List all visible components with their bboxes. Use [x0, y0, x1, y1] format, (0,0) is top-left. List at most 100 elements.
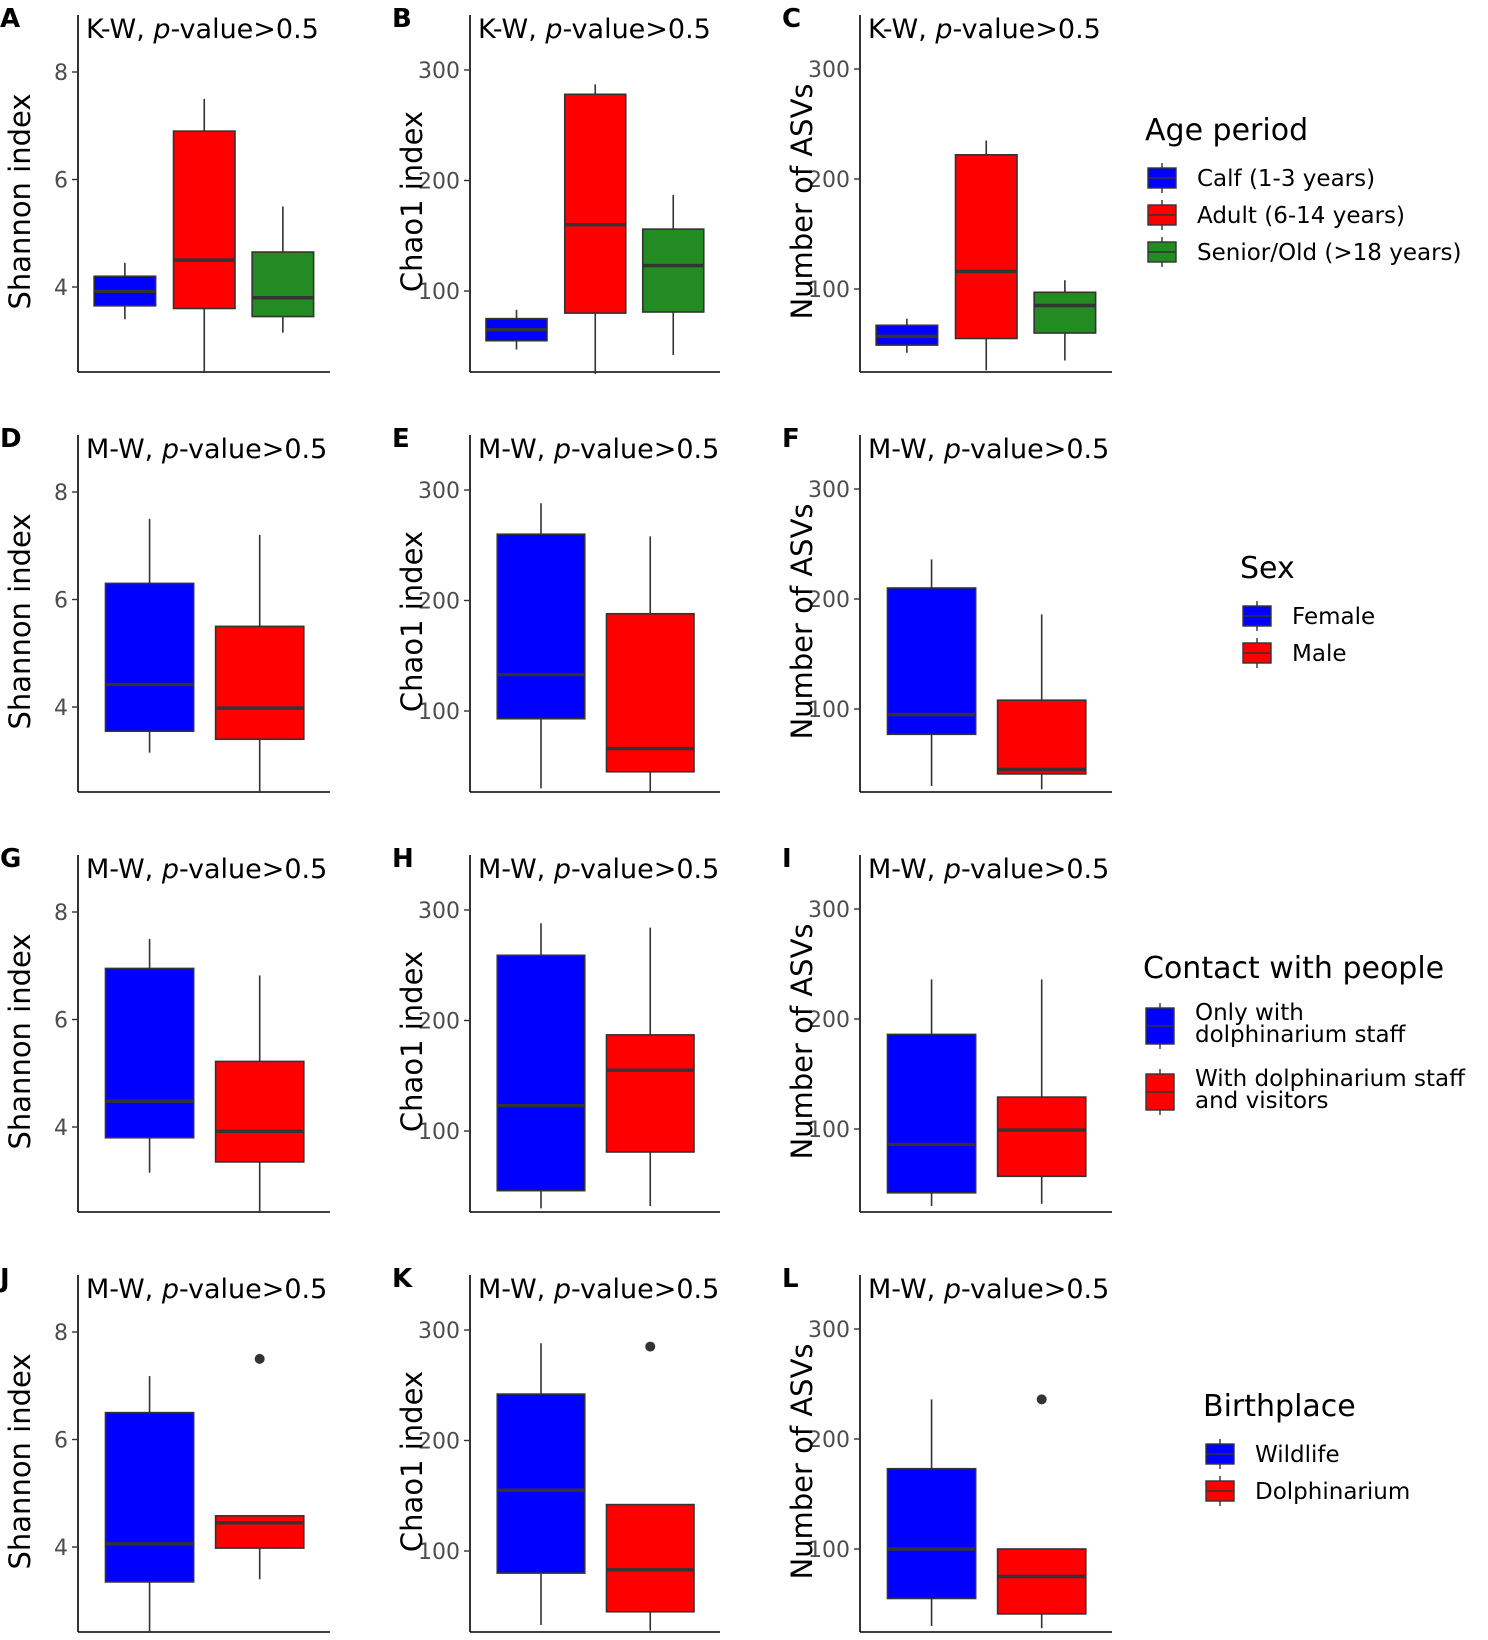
p-symbol: p [934, 14, 952, 45]
box-iqr [496, 533, 586, 720]
box-iqr [214, 1515, 305, 1549]
test-name: M-W, [868, 1274, 944, 1305]
legend-label: Wildlife [1255, 1442, 1340, 1468]
legend-title: Sex [1240, 551, 1295, 586]
box-iqr [996, 1096, 1087, 1178]
box-green [641, 194, 705, 356]
test-name: K-W, [478, 14, 545, 45]
legend-2: Contact with people Only with dolphinarium… [1143, 951, 1466, 1115]
panel-label: G [0, 844, 21, 874]
legend-0: Age period Calf (1-3 years) Adult (6-14 ye… [1145, 113, 1462, 267]
y-axis-title: Number of ASVs [785, 923, 819, 1159]
box-red [605, 927, 695, 1207]
panel-a: A K-W, p-value>0.5 4 6 8 Shannon index [0, 4, 330, 373]
panel-e: E M-W, p-value>0.5 100 200 300 Chao1 index [392, 424, 720, 793]
panel-label: E [392, 424, 410, 454]
y-tick-label: 6 [54, 589, 68, 614]
y-tick-label: 200 [418, 1010, 460, 1035]
box-red [605, 536, 695, 792]
box-iqr [104, 1411, 195, 1583]
box-red [214, 1515, 305, 1580]
panel-label: J [0, 1264, 10, 1294]
legend-item: With dolphinarium staff and visitors [1145, 1066, 1466, 1115]
panel-label: C [782, 4, 801, 34]
panel-label: F [782, 424, 800, 454]
y-tick-label: 300 [418, 59, 460, 84]
box-blue [496, 923, 586, 1209]
y-tick-label: 200 [418, 170, 460, 195]
y-tick-label: 8 [54, 1321, 68, 1346]
panel-title: K-W, p-value>0.5 [478, 14, 711, 45]
legend-label: Dolphinarium [1255, 1479, 1410, 1505]
panel-d: D M-W, p-value>0.5 4 6 8 Shannon index [0, 424, 330, 793]
y-tick-label: 6 [54, 169, 68, 194]
y-axis-title: Chao1 index [395, 1371, 429, 1552]
y-tick-label: 200 [808, 588, 850, 613]
y-tick-label: 6 [54, 1429, 68, 1454]
y-tick-label: 6 [54, 1009, 68, 1034]
p-symbol: p [943, 434, 961, 465]
panel-title: M-W, p-value>0.5 [868, 434, 1109, 465]
p-value-text: -value>0.5 [571, 434, 719, 465]
panel-title: M-W, p-value>0.5 [478, 854, 719, 885]
y-axis-title: Shannon index [3, 514, 37, 730]
box-iqr [886, 1467, 977, 1600]
p-symbol: p [152, 14, 170, 45]
legend-label-line: Only with [1195, 1000, 1304, 1026]
p-value-text: -value>0.5 [563, 14, 711, 45]
box-iqr [605, 1503, 695, 1613]
y-tick-label: 4 [54, 1116, 68, 1141]
panel-title: M-W, p-value>0.5 [86, 854, 327, 885]
legend-title: Birthplace [1203, 1389, 1356, 1424]
y-tick-label: 300 [808, 898, 850, 923]
panel-label: D [0, 424, 22, 454]
p-value-text: -value>0.5 [961, 1274, 1109, 1305]
y-axis-title: Chao1 index [395, 531, 429, 712]
y-tick-label: 300 [418, 1319, 460, 1344]
legend-item: Only with dolphinarium staff [1145, 1000, 1407, 1049]
y-tick-label: 4 [54, 696, 68, 721]
y-tick-label: 200 [418, 590, 460, 615]
p-symbol: p [161, 854, 179, 885]
test-name: M-W, [868, 434, 944, 465]
box-iqr [886, 1033, 977, 1194]
y-tick-label: 4 [54, 1536, 68, 1561]
panel-k: K M-W, p-value>0.5 100 200 300 Chao1 index [392, 1264, 720, 1633]
y-tick-label: 300 [808, 1318, 850, 1343]
p-value-text: -value>0.5 [179, 1274, 327, 1305]
box-iqr [496, 1393, 586, 1574]
legend-label: Female [1292, 604, 1375, 630]
legend-1: Sex Female Male [1240, 551, 1375, 668]
test-name: M-W, [478, 1274, 554, 1305]
box-iqr [996, 699, 1087, 775]
y-axis-title: Chao1 index [395, 111, 429, 292]
panel-title: K-W, p-value>0.5 [86, 14, 319, 45]
box-red [605, 1503, 695, 1631]
y-tick-label: 300 [808, 58, 850, 83]
legend-label-line: and visitors [1195, 1088, 1329, 1114]
box-red [996, 614, 1087, 790]
p-symbol: p [161, 1274, 179, 1305]
legend-label: Senior/Old (>18 years) [1197, 240, 1462, 266]
box-blue [496, 503, 586, 789]
legend-label: With dolphinarium staff and visitors [1195, 1066, 1466, 1114]
box-blue [93, 262, 157, 320]
y-tick-label: 300 [808, 478, 850, 503]
y-tick-label: 100 [418, 1120, 460, 1145]
panel-label: L [782, 1264, 799, 1294]
panel-title: M-W, p-value>0.5 [478, 434, 719, 465]
p-symbol: p [943, 1274, 961, 1305]
legend-item: Wildlife [1205, 1439, 1340, 1469]
p-value-text: -value>0.5 [961, 434, 1109, 465]
y-axis-title: Shannon index [3, 934, 37, 1150]
outlier-point [1036, 1394, 1047, 1405]
legend-title: Contact with people [1143, 951, 1444, 986]
test-name: M-W, [478, 434, 554, 465]
panel-label: H [392, 844, 414, 874]
p-value-text: -value>0.5 [171, 14, 319, 45]
p-value-text: -value>0.5 [571, 854, 719, 885]
box-blue [485, 309, 548, 350]
